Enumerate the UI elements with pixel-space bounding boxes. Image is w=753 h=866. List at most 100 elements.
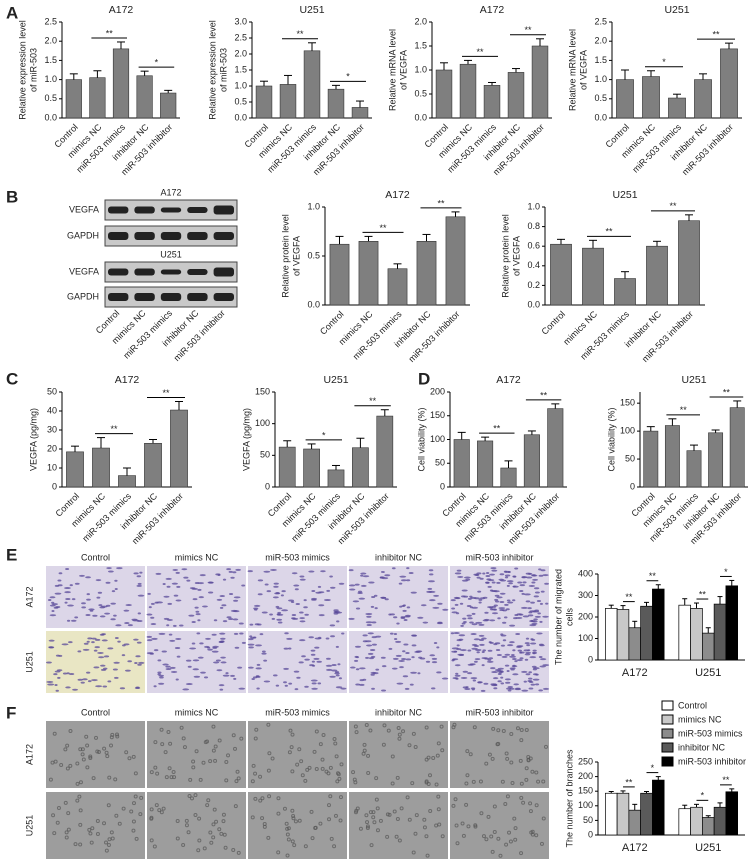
cell xyxy=(471,623,478,626)
blot-band xyxy=(134,293,155,301)
cell xyxy=(336,620,340,623)
tube-node xyxy=(490,849,495,854)
tube-node xyxy=(452,722,457,727)
micrograph xyxy=(248,792,347,859)
cell xyxy=(510,668,515,671)
tube-node xyxy=(362,748,367,753)
cell xyxy=(535,683,540,686)
tube-node xyxy=(526,757,531,762)
tube-node xyxy=(339,762,344,767)
tube-node xyxy=(95,818,100,823)
cell xyxy=(65,567,70,570)
cell xyxy=(499,579,507,582)
cell xyxy=(249,623,254,626)
tube-node xyxy=(332,737,337,742)
cell xyxy=(520,606,528,609)
cell xyxy=(355,607,361,610)
cell xyxy=(329,675,336,678)
bar xyxy=(616,609,630,661)
cell xyxy=(456,639,462,642)
y-tick-label: 300 xyxy=(578,590,593,600)
significance-label: ** xyxy=(625,777,633,787)
significance-label: * xyxy=(346,72,350,82)
cell xyxy=(471,688,475,691)
cell xyxy=(219,688,224,691)
bar xyxy=(477,440,494,488)
tube-node xyxy=(435,753,440,758)
cell xyxy=(207,648,213,651)
tube-node xyxy=(390,754,395,759)
cell xyxy=(325,637,330,640)
micrograph-column-label: miR-503 inhibitor xyxy=(465,707,533,717)
y-axis-label: of VEGFA xyxy=(511,236,521,276)
blot-title: U251 xyxy=(160,249,182,259)
blot-row-label: VEGFA xyxy=(69,204,99,214)
tube-node xyxy=(95,749,100,754)
tube-node xyxy=(223,845,228,850)
tube-node xyxy=(358,826,363,831)
blot-band xyxy=(134,268,155,276)
tube-node xyxy=(262,824,267,829)
blot-band xyxy=(108,293,129,301)
tube-node xyxy=(107,775,112,780)
legend-swatch xyxy=(661,728,674,739)
cell xyxy=(504,664,510,667)
cell xyxy=(99,615,106,618)
cell xyxy=(388,647,393,650)
cell xyxy=(135,655,141,658)
cell xyxy=(304,613,309,616)
tube-node xyxy=(64,835,69,840)
bar xyxy=(694,79,712,119)
tube-node xyxy=(292,843,297,848)
cell xyxy=(191,620,196,623)
cell xyxy=(97,651,104,654)
cell xyxy=(252,676,258,679)
tube-node xyxy=(106,803,111,808)
cell xyxy=(233,596,241,599)
cell xyxy=(491,671,499,674)
cell xyxy=(133,638,139,641)
tube-node xyxy=(267,751,272,756)
cell xyxy=(467,672,473,675)
cell xyxy=(176,655,181,658)
cell xyxy=(311,589,316,592)
bar xyxy=(65,79,82,119)
cell xyxy=(536,632,543,635)
tube-node xyxy=(87,827,92,832)
cell xyxy=(470,677,478,680)
cell xyxy=(95,685,103,688)
micrograph-column-label: miR-503 inhibitor xyxy=(465,552,533,562)
cell xyxy=(149,652,154,655)
tube-node xyxy=(365,825,370,830)
y-tick-label: 0.8 xyxy=(527,221,540,231)
cell xyxy=(483,682,489,685)
bar xyxy=(686,450,702,488)
cell xyxy=(469,606,474,609)
cell xyxy=(329,586,336,589)
cell xyxy=(504,678,511,681)
chart-title: A172 xyxy=(480,4,505,16)
cell xyxy=(442,608,449,611)
cell xyxy=(233,599,239,602)
y-axis-label: cells xyxy=(564,608,574,627)
tube-node xyxy=(422,817,427,822)
micrograph xyxy=(46,792,145,859)
cell xyxy=(431,661,438,664)
cell xyxy=(151,637,158,640)
tube-node xyxy=(129,809,134,814)
y-tick-label: 200 xyxy=(578,771,593,781)
tube-node xyxy=(121,806,126,811)
tube-node xyxy=(81,757,86,762)
tube-node xyxy=(407,817,412,822)
cell xyxy=(401,658,407,661)
cell xyxy=(537,612,541,615)
tube-node xyxy=(250,815,255,820)
cell xyxy=(512,664,516,667)
cell xyxy=(529,656,537,659)
cell xyxy=(515,632,521,635)
tube-node xyxy=(155,771,160,776)
cell xyxy=(539,620,543,623)
cell xyxy=(436,622,443,625)
tube-node xyxy=(159,810,164,815)
tube-node xyxy=(133,794,138,799)
